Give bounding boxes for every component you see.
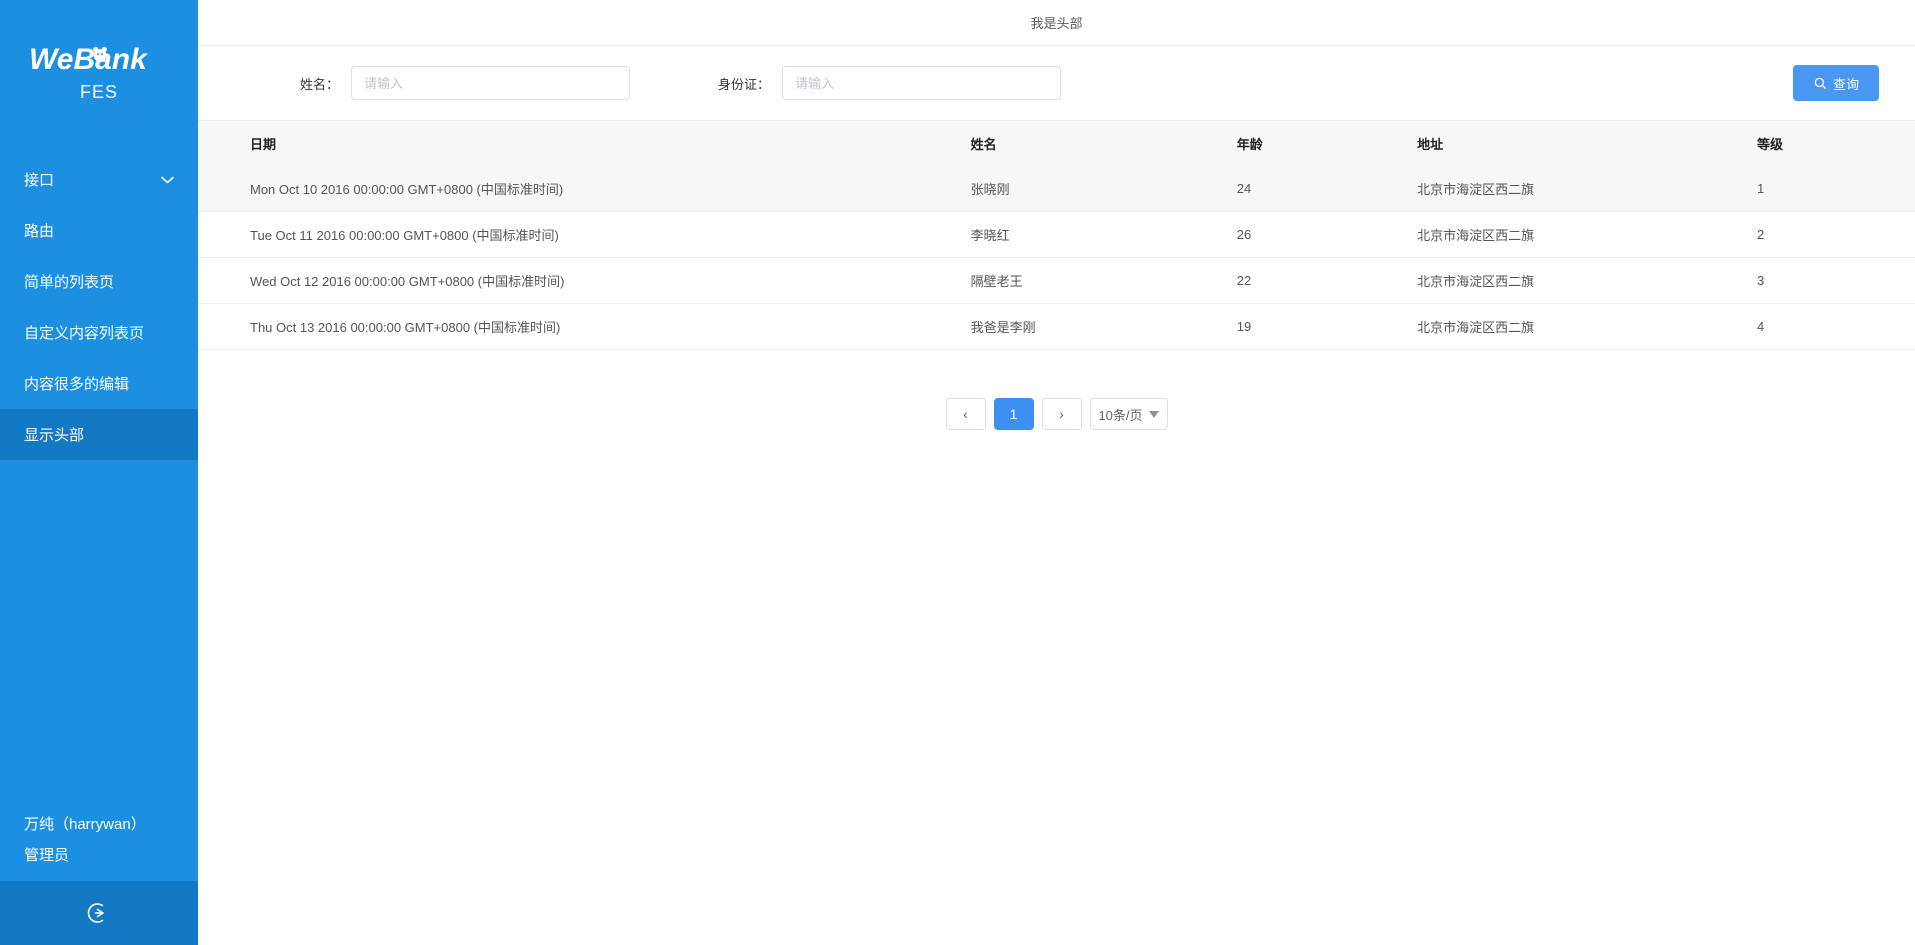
svg-text:WeBank: WeBank	[29, 43, 148, 74]
